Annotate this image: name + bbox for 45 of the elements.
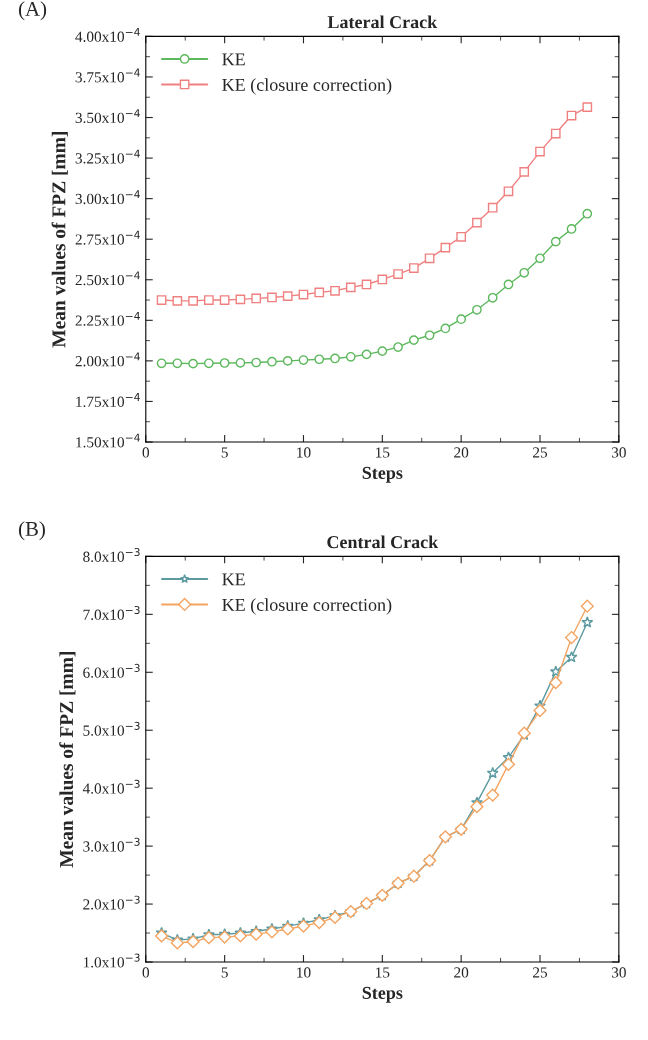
y-tick-label: 3.75x10$^{−4}$ [75,68,140,83]
x-tick-label: 25 [533,967,548,978]
y-tick-label: 5.0x10$^{−3}$ [83,721,140,736]
y-tick-label: 4.00x10$^{−4}$ [75,28,140,42]
x-tick-label: 0 [142,447,150,458]
y-tick-label: 3.25x10$^{−4}$ [75,149,140,164]
y-tick-label: 2.25x10$^{−4}$ [75,311,140,326]
y-tick-label: 2.00x10$^{−4}$ [75,352,140,367]
y-axis-title: Mean values of FPZ [mm] [59,652,76,868]
legend-label: KE [222,573,245,586]
y-tick-label: 1.0x10$^{−3}$ [83,953,140,968]
x-tick-label: 10 [297,447,311,458]
y-tick-label: 6.0x10$^{−3}$ [83,663,140,678]
y-tick-label: 3.50x10$^{−4}$ [75,109,140,124]
legend-label: KE (closure correction) [222,598,392,615]
x-tick-label: 25 [533,447,548,458]
y-tick-label: 4.0x10$^{−3}$ [82,779,140,794]
x-tick-label: 0 [142,967,150,978]
x-tick-label: 15 [376,447,390,458]
x-axis-title: Steps [362,986,403,1003]
y-tick-label: 3.0x10$^{−3}$ [83,837,140,852]
x-tick-label: 10 [297,967,311,978]
text: (B) [18,521,45,541]
legend-label: KE [222,53,245,66]
x-axis-title: Steps [362,466,403,483]
y-tick-label: 8.0x10$^{−3}$ [83,547,140,562]
x-tick-label: 30 [611,967,626,978]
x-tick-label: 15 [376,967,390,978]
legend-label: KE (closure correction) [222,78,392,95]
y-tick-label: 7.0x10$^{−3}$ [83,605,140,620]
x-tick-label: 5 [221,447,228,458]
x-tick-label: 5 [221,967,228,978]
y-tick-label: 1.50x10$^{−4}$ [76,433,140,448]
y-tick-label: 3.00x10$^{−4}$ [75,190,140,205]
y-tick-label: 2.50x10$^{−4}$ [75,271,140,286]
x-tick-label: 20 [454,447,469,458]
y-axis-title: Mean values of FPZ [mm] [51,132,68,348]
y-tick-label: 2.75x10$^{−4}$ [75,230,140,245]
x-tick-label: 20 [454,967,469,978]
y-tick-label: 1.75x10$^{−4}$ [76,393,140,407]
text: (A) [18,1,47,21]
x-tick-label: 30 [611,447,626,458]
chart-title: Central Crack [327,535,439,549]
chart-title: Lateral Crack [327,15,438,29]
y-tick-label: 2.0x10$^{−3}$ [83,895,140,910]
